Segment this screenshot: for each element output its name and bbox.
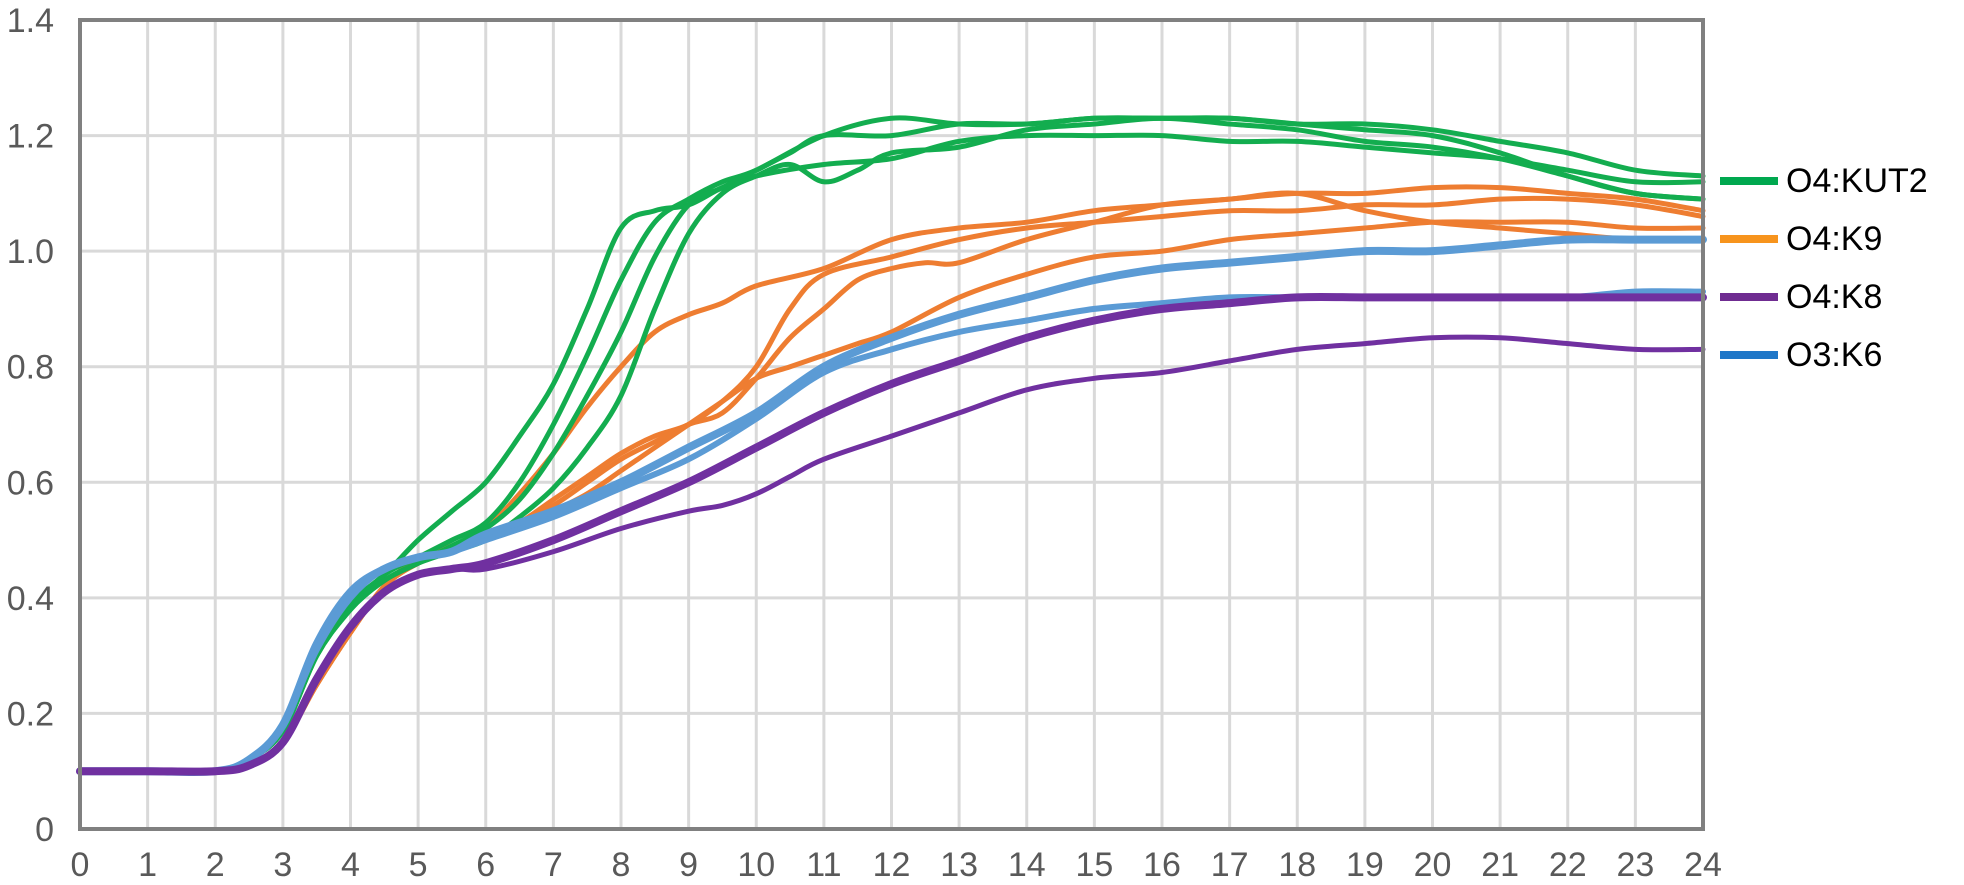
- axes: [78, 18, 1705, 831]
- x-tick-label: 10: [737, 846, 775, 884]
- legend-label: O4:K9: [1786, 219, 1883, 258]
- y-tick-label: 0.6: [7, 464, 54, 502]
- legend: O4:KUT2 O4:K9 O4:K8 O3:K6: [1720, 152, 1928, 384]
- x-tick-label: 6: [476, 846, 495, 884]
- x-tick-label: 15: [1075, 846, 1113, 884]
- legend-swatch: [1720, 351, 1778, 359]
- x-tick-label: 16: [1143, 846, 1181, 884]
- y-tick-label: 1.2: [7, 118, 54, 156]
- legend-swatch: [1720, 235, 1778, 243]
- y-tick-label: 0.4: [7, 580, 54, 618]
- x-tick-label: 11: [806, 846, 841, 884]
- x-tick-label: 3: [273, 846, 292, 884]
- x-tick-label: 9: [679, 846, 698, 884]
- x-tick-label: 4: [341, 846, 360, 884]
- x-tick-label: 19: [1346, 846, 1384, 884]
- x-tick-label: 13: [940, 846, 978, 884]
- legend-label: O4:KUT2: [1786, 161, 1928, 200]
- x-tick-label: 22: [1549, 846, 1587, 884]
- x-tick-label: 14: [1008, 846, 1046, 884]
- legend-swatch: [1720, 293, 1778, 301]
- x-tick-label: 17: [1211, 846, 1249, 884]
- x-tick-label: 24: [1684, 846, 1722, 884]
- x-tick-label: 2: [206, 846, 225, 884]
- y-tick-label: 0: [35, 811, 54, 849]
- legend-item: O4:K8: [1720, 268, 1928, 326]
- x-tick-label: 1: [138, 846, 157, 884]
- x-tick-label: 23: [1616, 846, 1654, 884]
- x-tick-label: 20: [1414, 846, 1452, 884]
- series-line-purple: [77, 334, 1706, 775]
- y-tick-label: 0.2: [7, 695, 54, 733]
- legend-item: O3:K6: [1720, 326, 1928, 384]
- series-lines: [76, 115, 1707, 777]
- x-tick-label: 12: [873, 846, 911, 884]
- x-tick-label: 7: [544, 846, 563, 884]
- x-tick-label: 18: [1278, 846, 1316, 884]
- series-line-green: [77, 115, 1706, 775]
- plot-frame: [78, 18, 1705, 831]
- x-tick-label: 0: [71, 846, 90, 884]
- legend-label: O3:K6: [1786, 335, 1883, 374]
- x-tick-label: 8: [612, 846, 631, 884]
- y-tick-label: 1.4: [7, 2, 54, 40]
- tick-labels: 0 1 2 3 4 5 6 7 8 9 10 11 12 13 14 15 16 17 18 19 20 21 22 23 24…: [7, 2, 1722, 884]
- y-tick-label: 0.8: [7, 349, 54, 387]
- x-tick-label: 21: [1481, 846, 1519, 884]
- legend-item: O4:K9: [1720, 210, 1928, 268]
- x-tick-label: 5: [409, 846, 428, 884]
- y-tick-label: 1.0: [7, 233, 54, 271]
- legend-swatch: [1720, 177, 1778, 185]
- legend-item: O4:KUT2: [1720, 152, 1928, 210]
- legend-label: O4:K8: [1786, 277, 1883, 316]
